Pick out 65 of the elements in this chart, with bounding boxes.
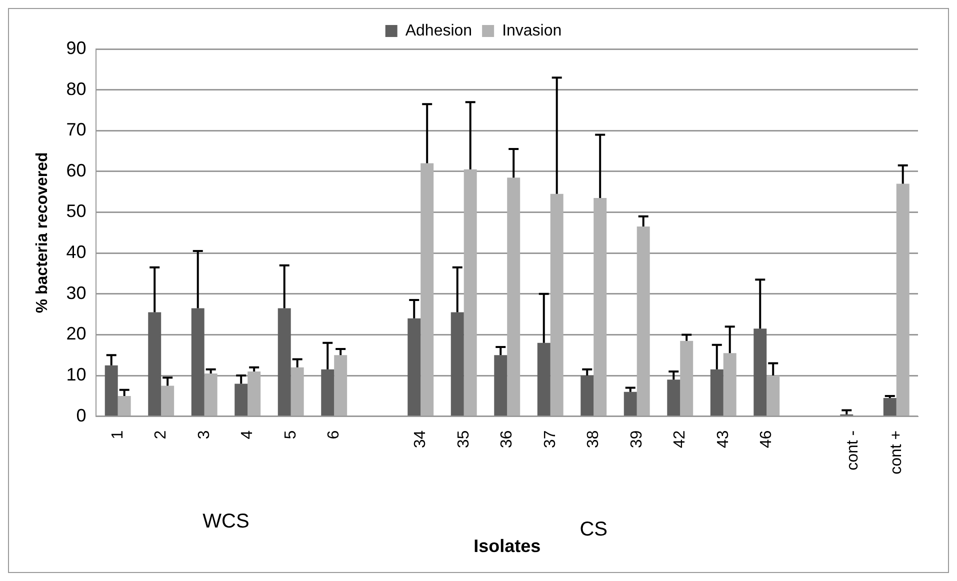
bar xyxy=(636,226,650,416)
bar xyxy=(204,374,218,416)
y-tick-label: 20 xyxy=(66,324,86,344)
bar xyxy=(104,365,118,416)
x-axis-title: Isolates xyxy=(474,536,541,556)
x-tick-label: 38 xyxy=(585,430,602,448)
y-tick-label: 60 xyxy=(66,160,86,180)
bar xyxy=(766,376,780,416)
bar xyxy=(624,392,637,416)
x-tick-label: 37 xyxy=(542,430,559,448)
y-tick-label: 80 xyxy=(66,78,86,99)
bar xyxy=(420,163,434,416)
x-tick-label: 35 xyxy=(455,430,472,448)
bar xyxy=(161,386,174,416)
bar xyxy=(334,355,348,416)
bar xyxy=(507,178,520,416)
bar xyxy=(450,312,464,416)
y-axis-title: % bacteria recovered xyxy=(34,152,52,314)
x-tick-label: 3 xyxy=(196,430,213,440)
x-tick-label: 46 xyxy=(758,430,776,448)
bar xyxy=(494,355,508,416)
x-tick-label: 5 xyxy=(282,430,300,440)
bar xyxy=(290,367,304,416)
x-tick-label: 39 xyxy=(628,430,646,448)
bar xyxy=(883,398,896,416)
bar xyxy=(464,169,477,416)
bar xyxy=(191,308,204,416)
bar xyxy=(723,353,736,416)
x-tick-label: cont + xyxy=(888,430,905,474)
x-tick-label: 34 xyxy=(412,430,430,448)
bar xyxy=(408,318,421,416)
x-tick-label: cont - xyxy=(844,430,862,470)
x-tick-label: 6 xyxy=(326,430,343,440)
bar xyxy=(667,380,680,416)
bar xyxy=(580,376,594,416)
x-tick-label: 2 xyxy=(152,430,170,440)
y-tick-label: 30 xyxy=(66,282,86,303)
bar xyxy=(321,369,334,416)
bar xyxy=(148,312,162,416)
bar xyxy=(248,371,261,416)
bar xyxy=(680,340,694,416)
x-tick-label: 42 xyxy=(672,430,689,448)
legend-label: Adhesion xyxy=(405,22,472,40)
y-tick-label: 90 xyxy=(66,38,86,58)
y-tick-label: 50 xyxy=(66,201,86,222)
y-tick-label: 10 xyxy=(66,364,86,385)
bar xyxy=(234,384,248,416)
bar xyxy=(594,198,607,416)
bar xyxy=(550,194,564,416)
legend-label: Invasion xyxy=(502,22,562,40)
text: CS xyxy=(580,518,608,541)
x-tick-label: 1 xyxy=(109,430,126,440)
bar xyxy=(537,342,550,416)
bar xyxy=(710,369,724,416)
bar xyxy=(278,308,291,416)
bar xyxy=(754,328,767,416)
y-tick-label: 40 xyxy=(66,242,86,262)
x-tick-label: 43 xyxy=(714,430,732,448)
x-tick-label: 4 xyxy=(239,430,256,440)
y-tick-label: 70 xyxy=(66,120,86,140)
text: WCS xyxy=(202,510,250,533)
bar xyxy=(896,184,910,416)
y-tick-label: 0 xyxy=(76,405,86,426)
x-tick-label: 36 xyxy=(498,430,516,448)
bar xyxy=(118,396,131,416)
